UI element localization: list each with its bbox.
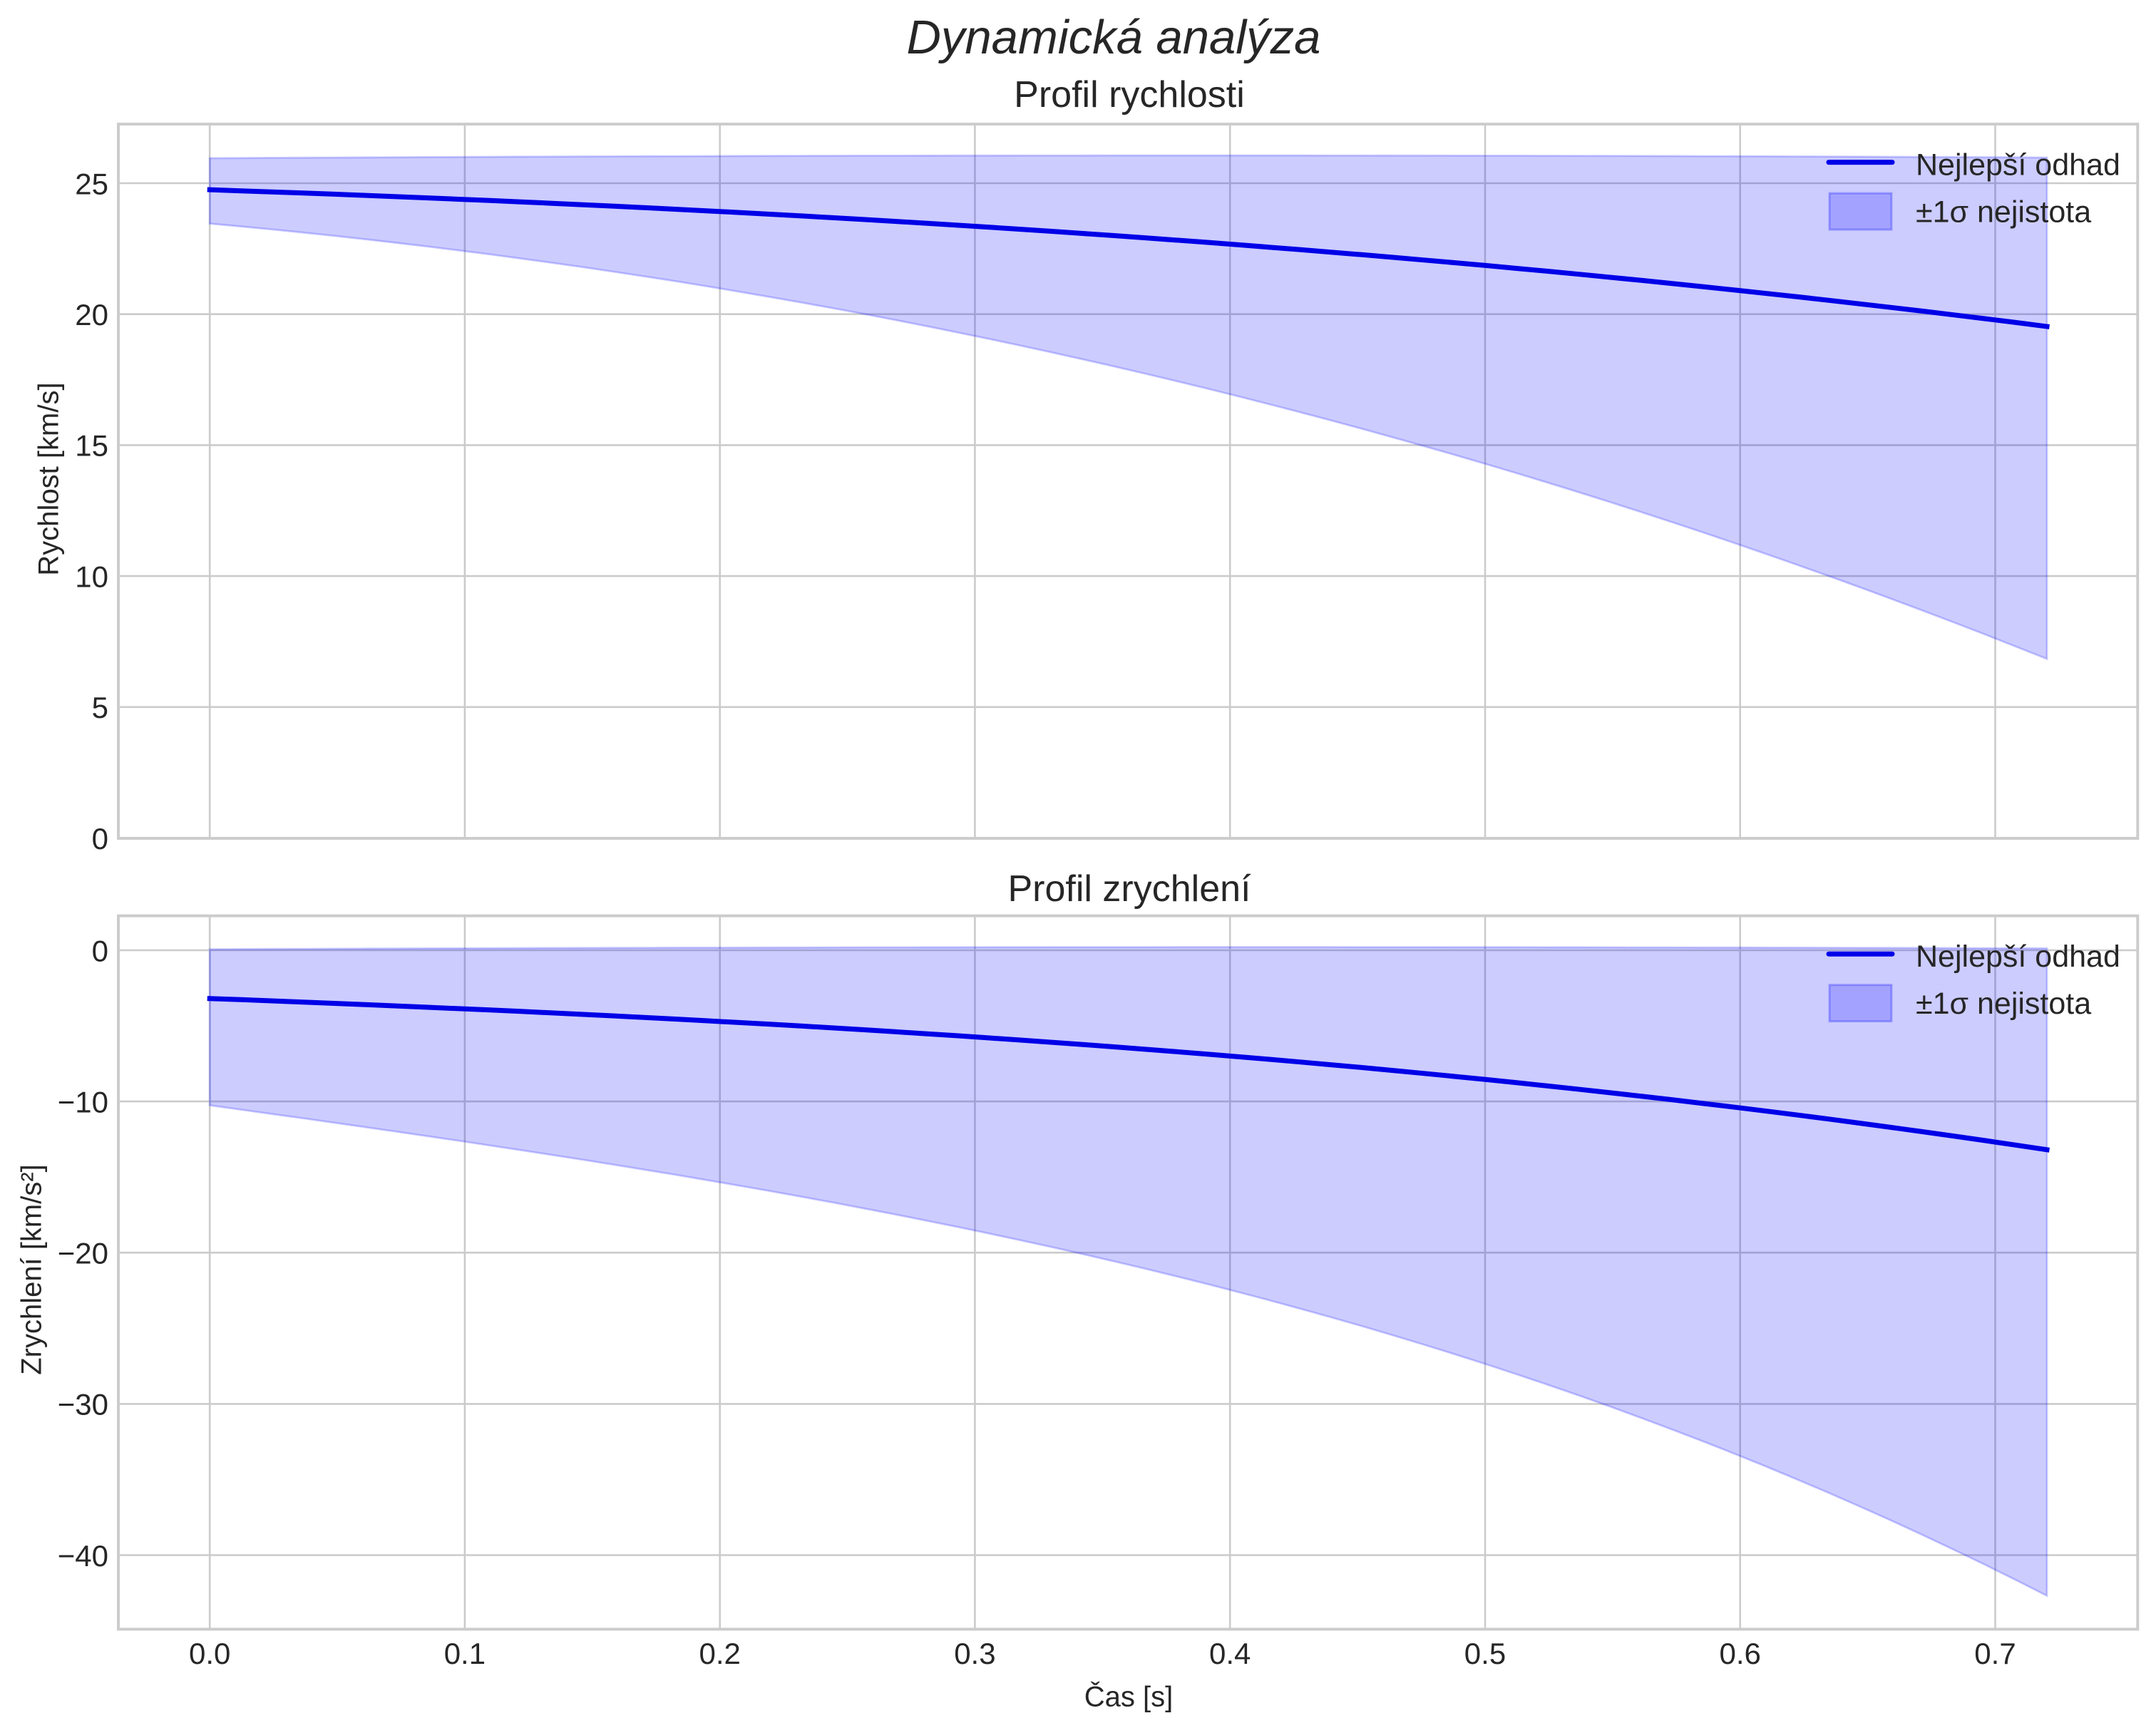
svg-text:Zrychlení [km/s²]: Zrychlení [km/s²] xyxy=(16,1164,48,1375)
svg-text:5: 5 xyxy=(92,691,108,724)
svg-text:20: 20 xyxy=(75,298,108,331)
svg-text:Nejlepší odhad: Nejlepší odhad xyxy=(1916,148,2120,182)
svg-text:−20: −20 xyxy=(58,1237,108,1270)
svg-text:0.1: 0.1 xyxy=(444,1637,486,1670)
svg-text:−40: −40 xyxy=(58,1539,108,1573)
svg-text:±1σ nejistota: ±1σ nejistota xyxy=(1916,987,2091,1021)
svg-text:0.4: 0.4 xyxy=(1209,1637,1251,1670)
svg-text:0: 0 xyxy=(92,822,108,855)
svg-text:0.6: 0.6 xyxy=(1720,1637,1761,1670)
svg-text:−10: −10 xyxy=(58,1085,108,1118)
svg-text:Profil rychlosti: Profil rychlosti xyxy=(1014,74,1245,115)
svg-text:0.5: 0.5 xyxy=(1464,1637,1506,1670)
svg-text:Rychlost [km/s]: Rychlost [km/s] xyxy=(34,382,65,575)
svg-text:Profil zrychlení: Profil zrychlení xyxy=(1008,868,1252,910)
svg-text:25: 25 xyxy=(75,167,108,200)
svg-text:15: 15 xyxy=(75,429,108,463)
svg-text:Čas [s]: Čas [s] xyxy=(1084,1681,1173,1713)
svg-text:0.3: 0.3 xyxy=(954,1637,995,1670)
svg-text:±1σ nejistota: ±1σ nejistota xyxy=(1916,195,2091,230)
svg-text:0.7: 0.7 xyxy=(1974,1637,2016,1670)
svg-text:0: 0 xyxy=(92,934,108,967)
svg-text:0.0: 0.0 xyxy=(189,1637,230,1670)
svg-text:10: 10 xyxy=(75,560,108,593)
svg-text:−30: −30 xyxy=(58,1388,108,1421)
svg-text:Dynamická analýza: Dynamická analýza xyxy=(907,11,1321,64)
svg-text:Nejlepší odhad: Nejlepší odhad xyxy=(1916,940,2120,974)
svg-text:0.2: 0.2 xyxy=(699,1637,741,1670)
